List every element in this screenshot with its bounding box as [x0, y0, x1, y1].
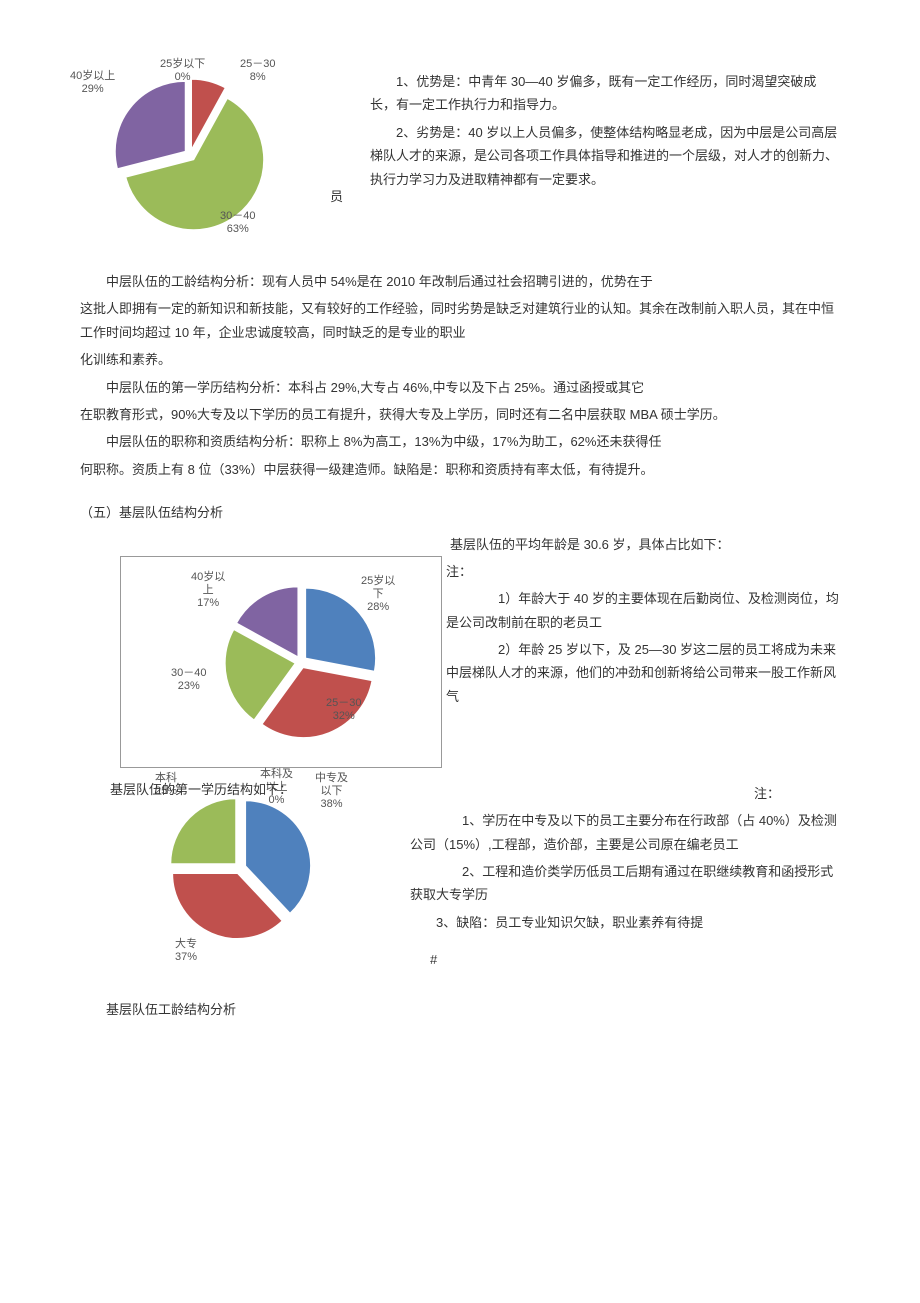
pie-slice-label: 25岁以下28%: [361, 575, 395, 615]
notes3-item: 3、缺陷：员工专业知识欠缺，职业素养有待提: [410, 911, 840, 934]
pie-slice-label: 中专及以下38%: [315, 772, 348, 812]
row-chart2: 25岁以下28% 25－3032% 30－4023% 40岁以上17% 注： 1）年龄…: [80, 556, 840, 768]
block1-line: 中层队伍的第一学历结构分析：本科占 29%,大专占 46%,中专以及下占 25%…: [80, 376, 840, 399]
row-chart1: 25岁以下0%25－308%30－4063%40岁以上29% 员 1、优势是：中…: [80, 60, 840, 260]
edu-intro: 基层队伍的第一学历结构如下：: [110, 778, 292, 801]
chart3-container: 基层队伍的第一学历结构如下： 本科及以上0%中专及以下38%大专37%本科25%…: [120, 778, 380, 978]
note1-item: 2、劣势是：40 岁以上人员偏多，使整体结构略显老成，因为中层是公司高层梯队人才…: [370, 121, 840, 191]
pie-chart-age-middle: 25岁以下0%25－308%30－4063%40岁以上29%: [80, 60, 340, 260]
pie-slice-label: 40岁以上29%: [70, 70, 115, 96]
block1: 中层队伍的工龄结构分析：现有人员中 54%是在 2010 年改制后通过社会招聘引…: [80, 270, 840, 481]
pie-slice-label: 25岁以下0%: [160, 58, 205, 84]
notes1: 1、优势是：中青年 30—40 岁偏多，既有一定工作经历，同时渴望突破成长，有一…: [340, 60, 840, 195]
block1-line: 在职教育形式，90%大专及以下学历的员工有提升，获得大专及上学历，同时还有二名中…: [80, 403, 840, 426]
chart1-container: 25岁以下0%25－308%30－4063%40岁以上29% 员: [80, 60, 340, 260]
avg-age-line-wrap: 基层队伍的平均年龄是 30.6 岁，具体占比如下：: [80, 533, 840, 556]
block1-line: 这批人即拥有一定的新知识和新技能，又有较好的工作经验，同时劣势是缺乏对建筑行业的…: [80, 297, 840, 344]
final-line: 基层队伍工龄结构分析: [80, 998, 840, 1021]
pie-slice-label: 40岁以上17%: [191, 571, 225, 611]
notes3: 注： 1、学历在中专及以下的员工主要分布在行政部（占 40%）及检测公司（15%…: [380, 778, 840, 938]
pie-slice-label: 30－4063%: [220, 210, 255, 236]
block1-line: 中层队伍的职称和资质结构分析：职称上 8%为高工，13%为中级，17%为助工，6…: [80, 430, 840, 453]
pie-slice-label: 大专37%: [175, 938, 197, 964]
block1-line: 化训练和素养。: [80, 348, 840, 371]
block1-line: 中层队伍的工龄结构分析：现有人员中 54%是在 2010 年改制后通过社会招聘引…: [80, 270, 840, 293]
notes3-item: 1、学历在中专及以下的员工主要分布在行政部（占 40%）及检测公司（15%）,工…: [410, 809, 840, 856]
chart2-container: 25岁以下28% 25－3032% 30－4023% 40岁以上17%: [120, 556, 442, 768]
notes2: 注： 1）年龄大于 40 岁的主要体现在后勤岗位、及检测岗位，均是公司改制前在职…: [442, 556, 840, 712]
block1-line: 何职称。资质上有 8 位（33%）中层获得一级建造师。缺陷是：职称和资质持有率太…: [80, 458, 840, 481]
pie-chart-education: 本科及以上0%中专及以下38%大专37%本科25%: [120, 778, 380, 978]
pie-slice-label: 25－308%: [240, 58, 275, 84]
avg-age-line: 基层队伍的平均年龄是 30.6 岁，具体占比如下：: [450, 537, 730, 552]
notes3-heading: 注：: [410, 782, 840, 805]
row-chart3: 基层队伍的第一学历结构如下： 本科及以上0%中专及以下38%大专37%本科25%…: [80, 778, 840, 978]
note1-item: 1、优势是：中青年 30—40 岁偏多，既有一定工作经历，同时渴望突破成长，有一…: [370, 70, 840, 117]
pie-slice-label: 30－4023%: [171, 667, 206, 693]
notes2-item: 1）年龄大于 40 岁的主要体现在后勤岗位、及检测岗位，均是公司改制前在职的老员…: [446, 587, 840, 634]
stray-char-2: #: [430, 948, 437, 971]
notes2-heading: 注：: [446, 560, 840, 583]
notes3-item: 2、工程和造价类学历低员工后期有通过在职继续教育和函授形式获取大专学历: [410, 860, 840, 907]
stray-char-1: 员: [330, 185, 343, 208]
pie-chart-age-base: 25岁以下28% 25－3032% 30－4023% 40岁以上17%: [141, 567, 421, 757]
pie-slice-label: 25－3032%: [326, 697, 361, 723]
section5-title: （五）基层队伍结构分析: [80, 501, 840, 524]
notes2-item: 2）年龄 25 岁以下，及 25—30 岁这二层的员工将成为未来中层梯队人才的来…: [446, 638, 840, 708]
